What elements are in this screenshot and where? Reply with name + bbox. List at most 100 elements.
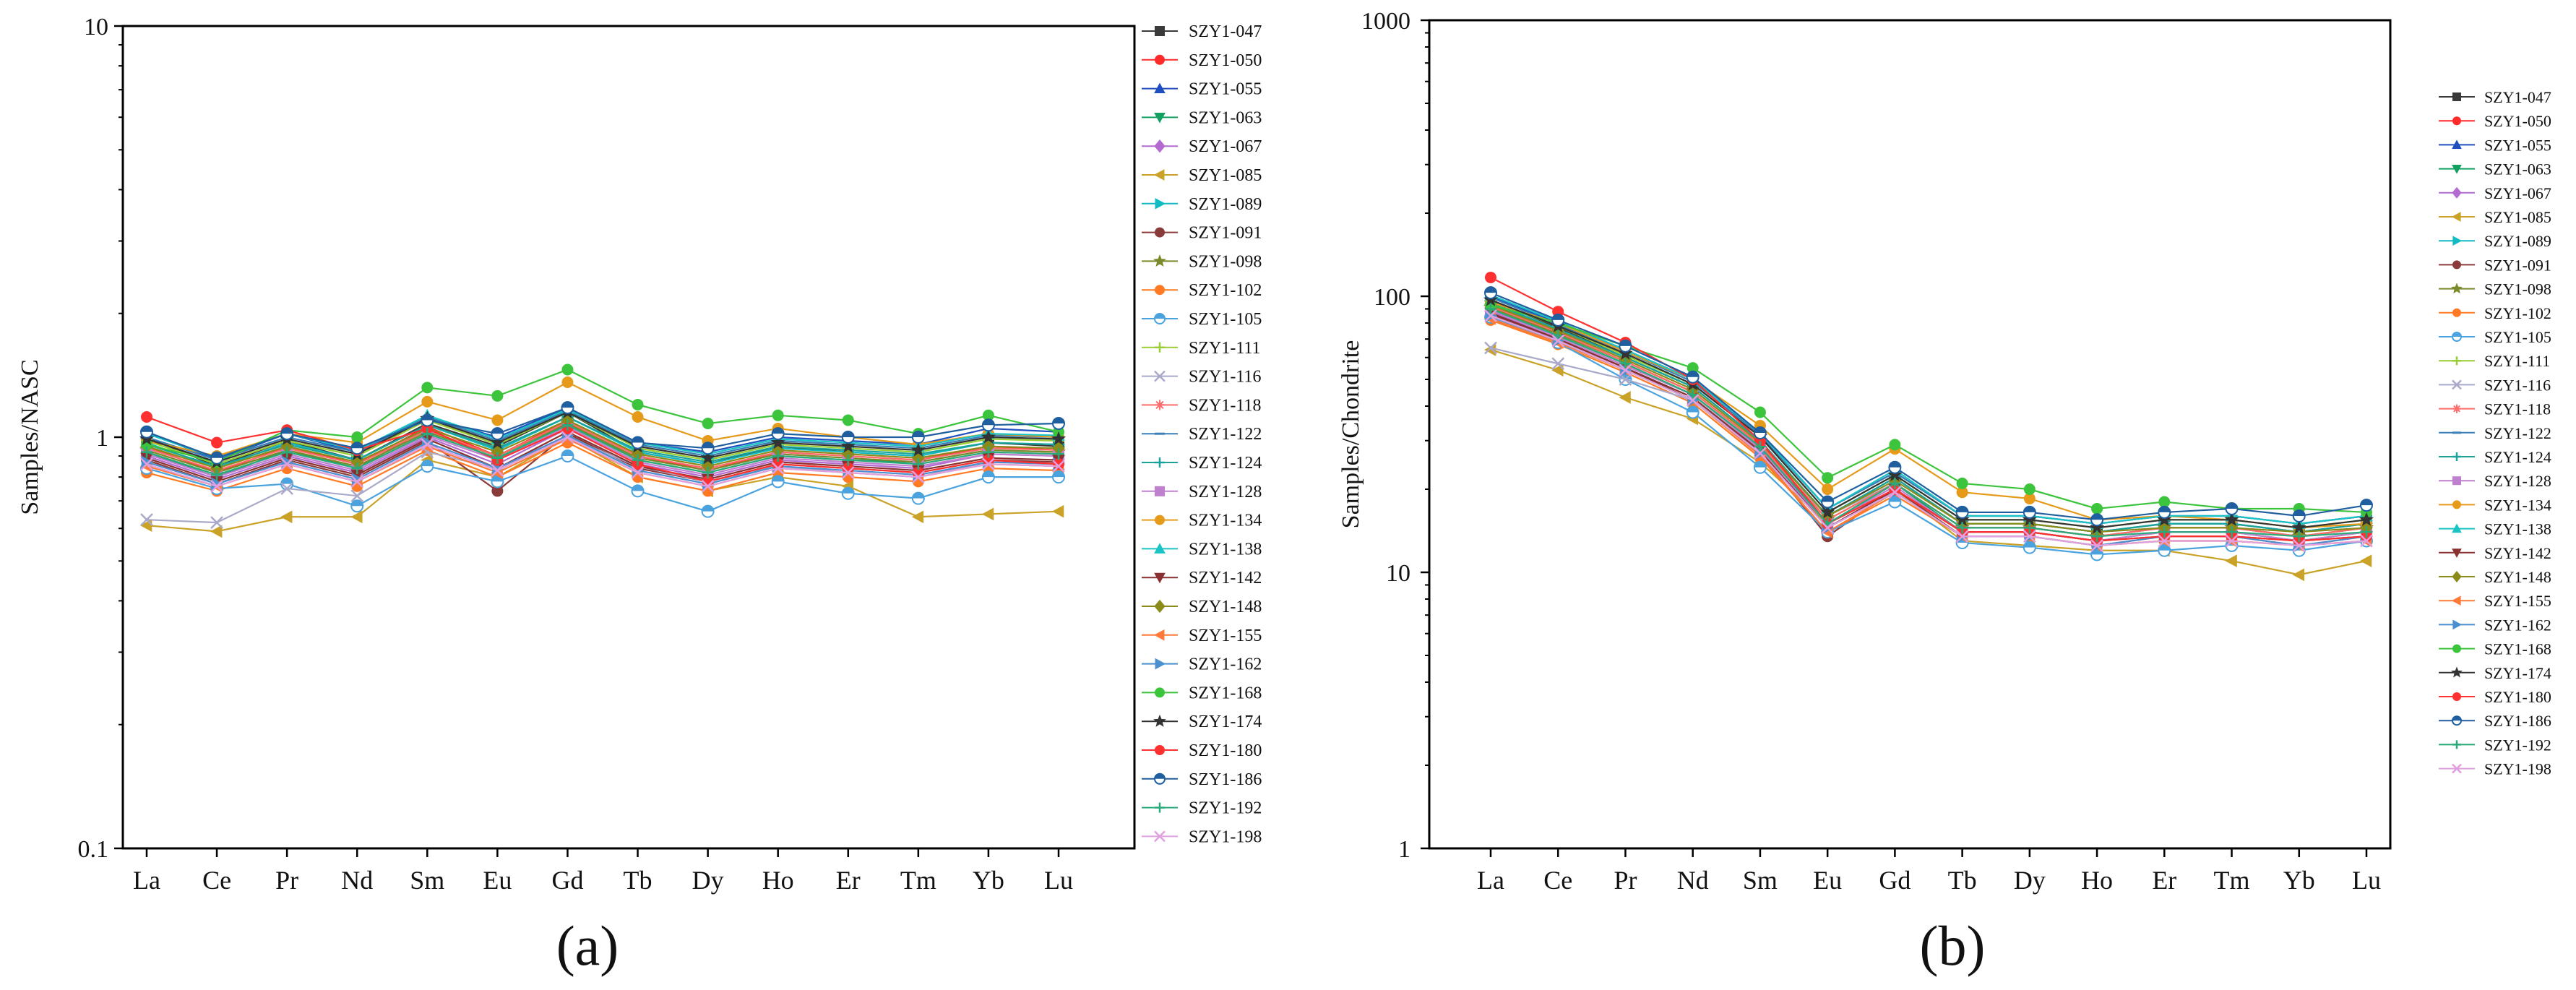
panel-a-x-tick-label-yb: Yb [973,866,1004,895]
panel-a-data-point-fill [982,419,994,426]
panel-b-data-point [2158,505,2171,519]
panel-b-data-point-fill [1889,461,1901,468]
panel-a-legend-label: SZY1-055 [1189,80,1262,99]
panel-b-legend-label: SZY1-124 [2484,448,2551,466]
panel-a-data-point [140,513,153,527]
panel-b-data-point [2158,496,2171,508]
panel-a-series-line [146,431,1059,483]
panel-a-legend-marker [1155,802,1165,813]
panel-a-x-tick-label-nd: Nd [341,866,373,895]
panel-a-data-point [701,504,715,518]
panel-b-legend-entry: SZY1-142 [2439,544,2551,562]
panel-a-caption: (a) [556,914,619,977]
panel-a-x-tick-label-la: La [133,866,160,895]
panel-a-data-point-fill [632,485,644,491]
panel-a-data-point-fill [842,431,854,437]
panel-a-data-point-fill [561,402,574,408]
panel-b-legend-marker [2452,476,2461,486]
panel-b-x-tick-label-tm: Tm [2214,866,2250,895]
panel-b-legend-marker [2452,452,2461,461]
panel-b-series-line [1490,314,2367,547]
panel-b-data-point-fill [1754,461,1766,468]
panel-b-y-tick-label: 100 [1374,284,1410,311]
panel-a-legend-entry: SZY1-124 [1142,454,1262,473]
panel-b-series-line [1490,316,2367,556]
panel-a-data-point [350,489,364,503]
panel-a-x-tick-label-lu: Lu [1044,866,1073,895]
panel-a-legend-entry: SZY1-128 [1142,483,1262,502]
panel-b-legend-label: SZY1-055 [2484,136,2551,154]
panel-a-legend-marker [1154,572,1166,584]
panel-a-data-point [701,442,715,455]
panel-b-legend-marker [2452,619,2463,630]
panel-b-data-point-fill [2158,506,2171,512]
panel-a-data-point-fill [772,428,784,434]
panel-b-legend-entry: SZY1-192 [2439,736,2551,754]
panel-b-data-point [2225,502,2239,515]
panel-a-x-tick-label-sm: Sm [410,866,444,895]
panel-a-legend-entry: SZY1-111 [1142,339,1261,358]
panel-b-data-point-fill [1889,496,1901,502]
panel-b-legend-entry: SZY1-180 [2439,688,2551,706]
panel-b-legend-entry: SZY1-122 [2439,424,2551,442]
panel-b-data-point [2023,522,2036,534]
panel-a-legend-label: SZY1-085 [1189,166,1262,185]
panel-a-x-tick-label-ho: Ho [762,866,794,895]
panel-b-legend-entry: SZY1-134 [2439,496,2551,514]
panel-a-legend-marker [1153,169,1165,181]
panel-a-data-point [1052,470,1065,484]
panel-a-data-point [351,431,363,443]
panel-a-data-point [210,516,223,530]
panel-b-legend-marker [2452,236,2463,246]
panel-a-series-line [146,411,1059,465]
panel-a-data-point [981,507,994,521]
panel-b-series-line [1490,304,2367,514]
panel-b-data-point [2292,539,2306,552]
panel-b-legend-label: SZY1-122 [2484,424,2551,442]
panel-b-legend-marker [2452,379,2462,390]
panel-a-data-point [631,466,645,479]
panel-b-data-point [1551,334,1565,348]
panel-b-legend-entry: SZY1-105 [2439,328,2551,346]
panel-a-data-point [561,449,574,463]
panel-b-legend-label: SZY1-047 [2484,88,2551,106]
panel-b-data-point [2292,509,2306,523]
panel-b-legend-label: SZY1-142 [2484,544,2551,562]
panel-b-data-point [1889,483,1901,496]
panel-a-legend-label: SZY1-105 [1189,310,1262,329]
panel-a-data-point [1052,416,1065,430]
panel-a-series-line [146,419,1059,470]
panel-a-data-point [141,410,152,423]
panel-a-data-point [700,450,715,465]
panel-a-data-point-fill [281,428,293,434]
panel-b-x-tick-label-eu: Eu [1813,866,1842,895]
panel-a-legend-entry: SZY1-186 [1142,770,1262,789]
panel-a-data-point [911,510,924,524]
panel-b-x-tick-label-sm: Sm [1743,866,1778,895]
panel-a-data-point [421,382,434,394]
panel-a-data-point-fill [491,428,504,434]
panel-b-data-point [1821,521,1835,535]
panel-b-legend-marker-fill [2452,332,2461,337]
panel-b-legend-marker [2452,740,2461,749]
panel-b-data-point [2360,499,2373,512]
panel-b-data-point [1619,391,1631,404]
panel-a-legend-label: SZY1-174 [1189,713,1262,731]
panel-b-data-point [1753,426,1767,440]
panel-b-legend-entry: SZY1-155 [2439,592,2551,610]
panel-a-data-point [841,431,855,444]
panel-a-data-point-fill [421,460,434,467]
panel-b-legend-label: SZY1-091 [2484,256,2551,274]
panel-b-data-point [2091,502,2103,515]
panel-a-series-line [146,369,1059,463]
panel-a-data-point [1053,458,1064,470]
panel-b-legend-entry: SZY1-162 [2439,616,2551,634]
panel-a-data-point [210,525,223,538]
panel-a-legend-marker [1155,227,1165,238]
panel-b-series-szy1-198 [1484,309,2373,552]
panel-b-legend-entry: SZY1-047 [2439,88,2551,106]
panel-a-data-point [491,389,504,402]
panel-a-data-point [491,485,504,497]
panel-b-legend-marker [2452,548,2462,558]
panel-b-legend-label: SZY1-186 [2484,712,2551,730]
